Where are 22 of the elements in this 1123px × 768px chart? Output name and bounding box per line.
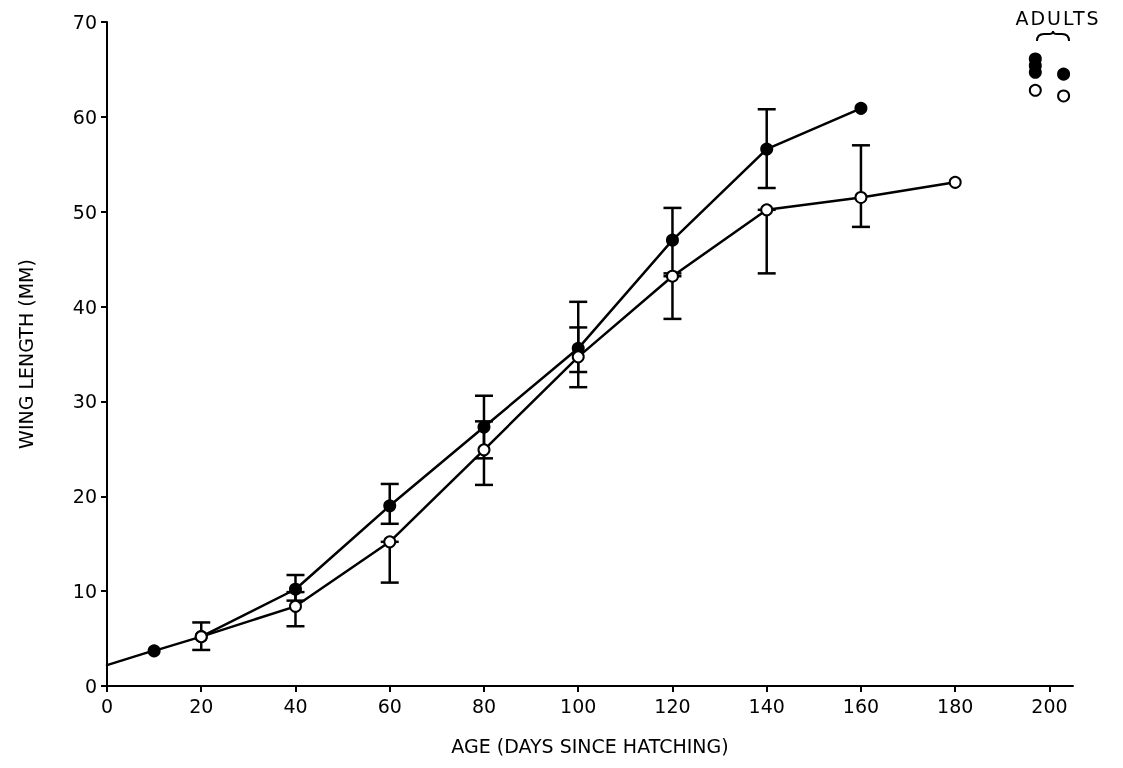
x-tick-label: 20	[189, 694, 214, 717]
x-tick-label: 140	[748, 694, 785, 717]
x-tick-label: 160	[842, 694, 880, 717]
x-tick-label: 0	[100, 694, 114, 717]
x-tick-label: 120	[654, 694, 691, 717]
x-tick-label: 200	[1031, 694, 1068, 717]
x-tick-label: 80	[471, 694, 497, 717]
y-tick-label: 10	[72, 580, 97, 603]
y-tick-label: 30	[72, 390, 97, 413]
x-tick-label: 100	[560, 694, 597, 717]
y-tick-label: 20	[72, 485, 97, 508]
y-tick-label: 40	[72, 295, 97, 318]
y-tick-label: 0	[84, 675, 97, 697]
y-tick-label: 50	[72, 200, 97, 223]
y-tick-label: 60	[72, 105, 97, 128]
x-tick-label: 60	[377, 694, 402, 717]
x-tick-label: 40	[283, 694, 308, 717]
y-axis-title: WING LENGTH (MM)	[14, 259, 37, 449]
y-tick-label: 70	[72, 11, 97, 33]
annotation: ADULTS	[1015, 7, 1101, 29]
x-axis-title: AGE (DAYS SINCE HATCHING)	[451, 734, 729, 757]
x-tick-label: 180	[937, 694, 974, 717]
